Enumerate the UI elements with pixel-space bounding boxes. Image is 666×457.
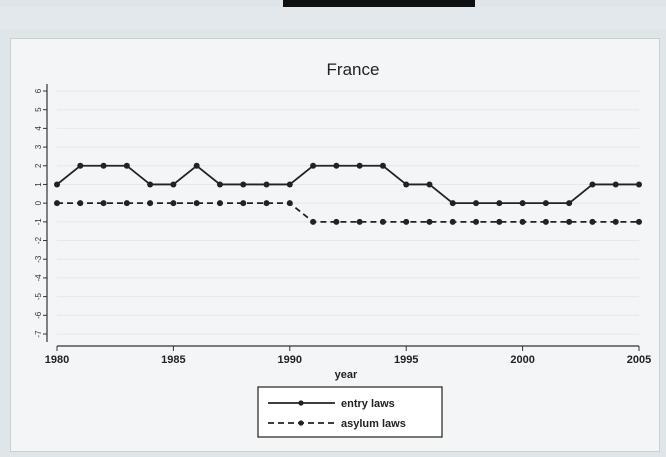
data-point-entry-laws xyxy=(473,200,480,207)
data-point-entry-laws xyxy=(636,181,642,188)
data-point-asylum-laws xyxy=(542,218,549,225)
legend-asylum-laws-marker xyxy=(298,420,304,426)
series-line-entry-laws xyxy=(56,164,639,205)
chart-title: France xyxy=(327,60,380,79)
data-point-asylum-laws xyxy=(426,218,433,225)
data-point-asylum-laws xyxy=(310,218,317,225)
header-strip xyxy=(0,7,666,29)
data-point-asylum-laws xyxy=(449,218,456,225)
x-tick-label: 1995 xyxy=(394,354,418,366)
data-point-asylum-laws xyxy=(636,218,642,225)
data-point-asylum-laws xyxy=(333,218,340,225)
data-point-entry-laws xyxy=(496,200,503,207)
legend: entry laws asylum laws xyxy=(257,386,443,438)
y-tick-label: -4 xyxy=(34,274,43,282)
data-point-asylum-laws xyxy=(612,218,619,225)
y-tick-label: -3 xyxy=(34,255,43,263)
data-point-entry-laws xyxy=(216,181,223,188)
x-tick-label: 2000 xyxy=(510,354,534,366)
line-chart: France 6 5 4 3 2 1 0 -1 -2 -3 -4 -5 -6 -7 1980 1985 199… xyxy=(34,60,651,438)
data-point-entry-laws xyxy=(77,162,84,169)
data-point-asylum-laws xyxy=(566,218,573,225)
data-point-entry-laws xyxy=(170,181,177,188)
data-point-asylum-laws xyxy=(240,200,247,207)
data-point-entry-laws xyxy=(333,162,340,169)
y-tick-label: 2 xyxy=(34,163,43,168)
data-point-asylum-laws xyxy=(123,200,130,207)
x-axis-ticks: 1980 1985 1990 1995 2000 2005 xyxy=(45,346,651,366)
data-point-entry-laws xyxy=(426,181,433,188)
x-tick-label: 1990 xyxy=(278,354,302,366)
window-top-bar xyxy=(283,0,475,7)
x-tick-label: 1980 xyxy=(45,354,69,366)
data-point-entry-laws xyxy=(566,200,573,207)
data-point-asylum-laws xyxy=(263,200,270,207)
data-point-entry-laws xyxy=(54,181,60,188)
y-tick-label: 4 xyxy=(34,126,43,131)
data-point-entry-laws xyxy=(542,200,549,207)
data-point-entry-laws xyxy=(123,162,130,169)
data-point-entry-laws xyxy=(519,200,526,207)
data-point-entry-laws xyxy=(100,162,107,169)
chart-panel: France 6 5 4 3 2 1 0 -1 -2 -3 -4 -5 -6 -7 1980 1985 199… xyxy=(10,38,660,452)
data-point-asylum-laws xyxy=(496,218,503,225)
series-line-asylum-laws xyxy=(57,202,639,223)
data-point-asylum-laws xyxy=(356,218,363,225)
data-point-entry-laws xyxy=(240,181,247,188)
y-tick-label: -1 xyxy=(34,218,43,226)
legend-asylum-laws-label: asylum laws xyxy=(341,418,406,430)
y-tick-label: 5 xyxy=(34,107,43,112)
y-tick-label: -7 xyxy=(34,330,43,338)
y-tick-label: 0 xyxy=(34,200,43,205)
data-point-entry-laws xyxy=(286,181,293,188)
data-point-entry-laws xyxy=(612,181,619,188)
data-point-entry-laws xyxy=(193,162,200,169)
data-point-entry-laws xyxy=(356,162,363,169)
data-point-entry-laws xyxy=(147,181,154,188)
data-point-entry-laws xyxy=(449,200,456,207)
data-point-asylum-laws xyxy=(473,218,480,225)
x-tick-label: 1985 xyxy=(161,354,185,366)
y-tick-label: 6 xyxy=(34,88,43,93)
grid-lines xyxy=(57,90,639,335)
data-point-entry-laws xyxy=(403,181,410,188)
data-point-asylum-laws xyxy=(77,200,84,207)
data-point-entry-laws xyxy=(589,181,596,188)
data-point-entry-laws xyxy=(310,162,317,169)
data-point-asylum-laws xyxy=(216,200,223,207)
data-point-asylum-laws xyxy=(286,200,293,207)
y-tick-label: -5 xyxy=(34,293,43,301)
data-point-asylum-laws xyxy=(147,200,154,207)
data-point-asylum-laws xyxy=(170,200,177,207)
legend-entry-laws-label: entry laws xyxy=(341,398,395,410)
data-point-entry-laws xyxy=(379,162,386,169)
legend-box xyxy=(257,386,443,438)
data-point-asylum-laws xyxy=(100,200,107,207)
y-axis-ticks: 6 5 4 3 2 1 0 -1 -2 -3 -4 -5 -6 -7 xyxy=(34,88,47,338)
y-tick-label: -6 xyxy=(34,311,43,319)
y-tick-label: 1 xyxy=(34,182,43,187)
y-tick-label: -2 xyxy=(34,236,43,244)
data-point-asylum-laws xyxy=(519,218,526,225)
data-point-asylum-laws xyxy=(589,218,596,225)
y-tick-label: 3 xyxy=(34,144,43,149)
x-axis-label: year xyxy=(335,369,358,381)
data-point-entry-laws xyxy=(263,181,270,188)
series-layer xyxy=(54,162,642,225)
data-point-asylum-laws xyxy=(54,200,60,207)
data-point-asylum-laws xyxy=(193,200,200,207)
legend-entry-laws-marker xyxy=(298,400,304,406)
data-point-asylum-laws xyxy=(379,218,386,225)
x-tick-label: 2005 xyxy=(627,354,651,366)
data-point-asylum-laws xyxy=(403,218,410,225)
